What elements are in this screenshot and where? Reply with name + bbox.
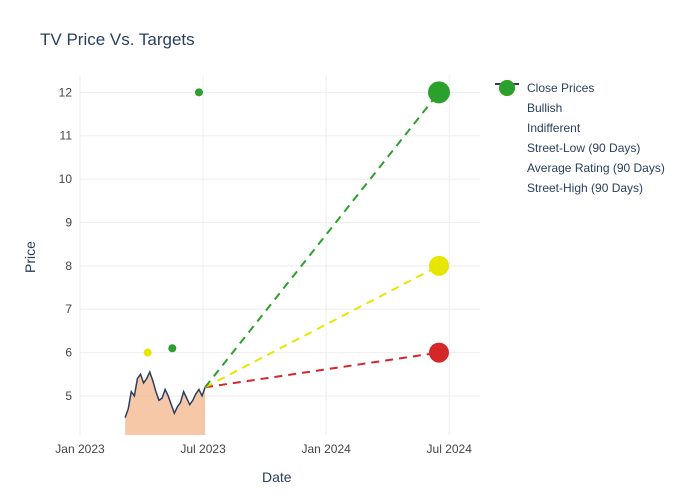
legend-label: Close Prices (527, 81, 594, 95)
svg-text:11: 11 (60, 129, 73, 143)
y-axis-label: Price (22, 241, 38, 273)
legend-item[interactable]: Bullish (495, 98, 665, 118)
legend-label: Average Rating (90 Days) (527, 161, 665, 175)
price-targets-chart: TV Price Vs. Targets 56789101112Jan 2023… (0, 0, 700, 500)
x-axis-label: Date (262, 469, 292, 485)
svg-text:7: 7 (65, 302, 72, 316)
plot-svg: 5 6 7 8 9 10 11 12 Jan 2023 Jul 2023 Jan 2024 Jul 2… (0, 0, 700, 500)
legend-label: Bullish (527, 101, 562, 115)
svg-text:12: 12 (59, 85, 73, 99)
svg-text:5: 5 (65, 389, 72, 403)
svg-text:10: 10 (59, 172, 73, 186)
legend-label: Street-High (90 Days) (527, 181, 643, 195)
svg-text:9: 9 (65, 215, 72, 229)
legend-label: Street-Low (90 Days) (527, 141, 640, 155)
legend-label: Indifferent (527, 121, 580, 135)
legend-item[interactable]: Average Rating (90 Days) (495, 158, 665, 178)
legend-item[interactable]: Indifferent (495, 118, 665, 138)
legend-item[interactable]: Close Prices (495, 78, 665, 98)
svg-text:Jul 2023: Jul 2023 (180, 442, 226, 456)
legend-item[interactable]: Street-Low (90 Days) (495, 138, 665, 158)
svg-text:Jul 2024: Jul 2024 (427, 442, 473, 456)
svg-text:6: 6 (65, 346, 72, 360)
svg-text:Jan 2024: Jan 2024 (301, 442, 351, 456)
legend: Close Prices Bullish Indifferent Street-Low… (495, 78, 665, 198)
svg-text:8: 8 (65, 259, 72, 273)
legend-item[interactable]: Street-High (90 Days) (495, 178, 665, 198)
svg-text:Jan 2023: Jan 2023 (55, 442, 105, 456)
